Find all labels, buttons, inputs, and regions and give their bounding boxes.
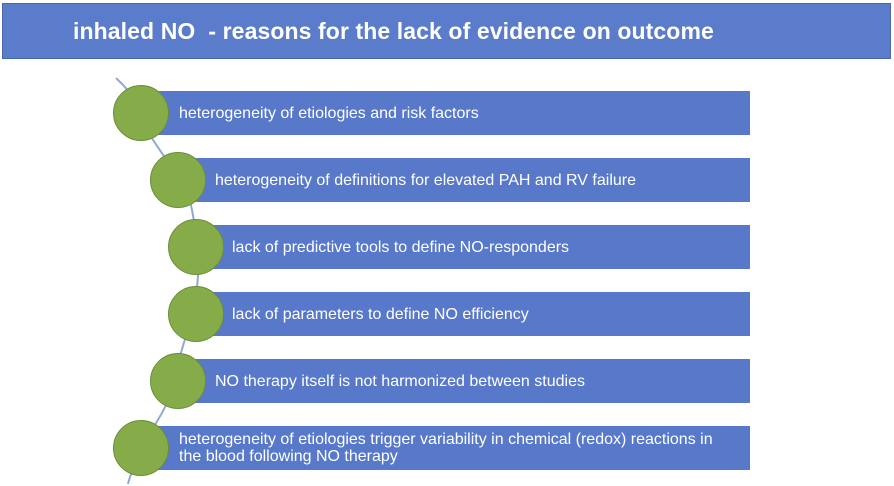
- reason-bar-6: heterogeneity of etiologies trigger vari…: [140, 426, 750, 470]
- reason-bar-2: heterogeneity of definitions for elevate…: [177, 158, 750, 202]
- bullet-circle-1: [113, 85, 169, 141]
- reason-bar-4: lack of parameters to define NO efficien…: [195, 292, 750, 336]
- reason-bar-3: lack of predictive tools to define NO-re…: [195, 225, 750, 269]
- reason-text-2: heterogeneity of definitions for elevate…: [215, 171, 636, 189]
- reason-text-4: lack of parameters to define NO efficien…: [232, 305, 529, 323]
- reason-bar-1: heterogeneity of etiologies and risk fac…: [140, 91, 750, 135]
- bullet-circle-5: [150, 353, 206, 409]
- bullet-circle-4: [168, 286, 224, 342]
- bullet-circle-2: [150, 152, 206, 208]
- reason-text-1: heterogeneity of etiologies and risk fac…: [179, 104, 479, 122]
- bullet-circle-6: [113, 420, 169, 476]
- title-banner: inhaled NO - reasons for the lack of evi…: [2, 3, 891, 59]
- reason-text-5: NO therapy itself is not harmonized betw…: [215, 372, 585, 390]
- bullet-circle-3: [168, 219, 224, 275]
- reason-text-3: lack of predictive tools to define NO-re…: [232, 238, 570, 256]
- reason-text-6: heterogeneity of etiologies trigger vari…: [179, 431, 713, 465]
- reason-bar-5: NO therapy itself is not harmonized betw…: [177, 359, 750, 403]
- slide-title: inhaled NO - reasons for the lack of evi…: [73, 18, 714, 44]
